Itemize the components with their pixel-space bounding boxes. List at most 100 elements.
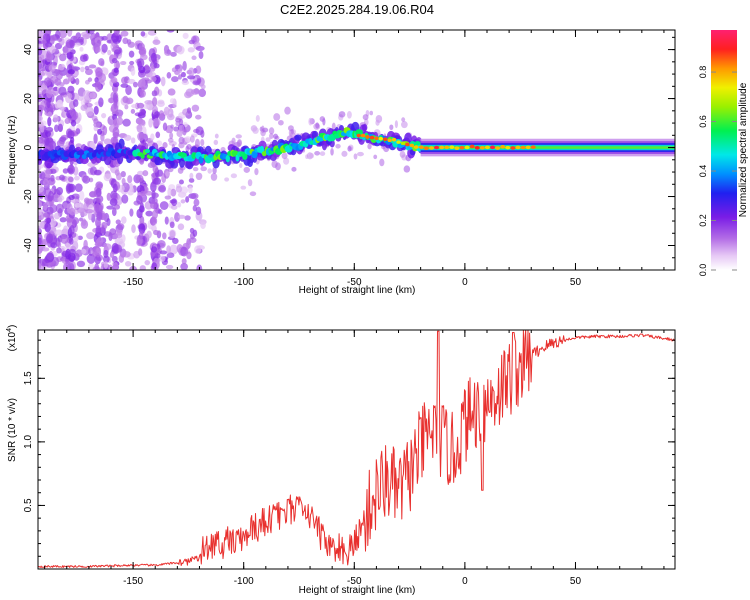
- spectrogram-noise-blob: [93, 105, 99, 115]
- spectrogram-tone-peak: [413, 145, 419, 149]
- spectrogram-noise-blob: [46, 252, 54, 263]
- spectrogram-noise-blob: [367, 143, 372, 150]
- snr-panel: -150 -100 -50 0 50 0.5 1.0 1.5 Height of strai…: [6, 325, 676, 596]
- snr-scale-base: (x10: [7, 331, 18, 351]
- spectrogram-tone-peak: [396, 140, 401, 144]
- spectrogram-panel: -150 -100 -50 0 50 -40 -20 0 20 40 Height of str…: [7, 29, 676, 296]
- spectrogram-noise-blob: [81, 218, 87, 226]
- spectrogram-noise-blob: [235, 134, 242, 139]
- spectrogram-noise-blob: [150, 76, 157, 83]
- spectrogram-noise-blob: [281, 152, 288, 160]
- spectrogram-noise-blob: [186, 107, 192, 114]
- spectrogram-noise-blob: [96, 247, 101, 253]
- spectrogram-noise-blob: [85, 106, 94, 117]
- spectrogram-ridge-core: [242, 152, 248, 160]
- spectrogram-noise-blob: [83, 239, 88, 250]
- spectrogram-noise-blob: [184, 136, 192, 143]
- spectrogram-noise-blob: [107, 49, 112, 56]
- spectrogram-noise-blob: [182, 60, 187, 71]
- spectrogram-noise-blob: [192, 205, 198, 212]
- spectrogram-noise-blob: [112, 118, 118, 126]
- spectrogram-noise-blob: [188, 178, 195, 183]
- spectrogram-noise-blob: [125, 97, 134, 105]
- spectrogram-tone-peak: [439, 145, 445, 150]
- spectrogram-noise-blob: [75, 78, 80, 86]
- spectrogram-noise-blob: [95, 217, 101, 228]
- snr-scale-suffix: ): [7, 325, 18, 328]
- spectrogram-noise-blob: [247, 179, 253, 187]
- spectrogram-noise-blob: [43, 77, 52, 87]
- spectrogram-noise-blob: [88, 262, 94, 270]
- spectrogram-noise-blob: [110, 77, 118, 84]
- spectrogram-noise-blob: [82, 175, 91, 184]
- spectrogram-noise-blob: [128, 50, 135, 58]
- spectrogram-tone-peak: [423, 146, 429, 151]
- spectrogram-tone-peak: [387, 138, 392, 143]
- spectrogram-noise-blob: [147, 30, 157, 36]
- spectrogram-ridge-core: [114, 152, 123, 158]
- spectrogram-noise-blob: [43, 70, 53, 77]
- spectrogram-noise-blob: [129, 208, 134, 217]
- spectrogram-noise-blob: [86, 30, 95, 35]
- spectrogram-tone-peak: [444, 145, 450, 150]
- spectrogram-noise-blob: [142, 103, 150, 110]
- spectrogram-noise-blob: [170, 124, 174, 129]
- spectrogram-ridge-core: [198, 156, 204, 164]
- spectrogram-noise-blob: [314, 151, 321, 156]
- spectrogram-noise-blob: [59, 174, 65, 181]
- spectrogram-y-tick-label: -40: [23, 238, 34, 253]
- spectrogram-noise-blob: [231, 137, 236, 145]
- spectrogram-noise-blob: [121, 177, 126, 185]
- spectrogram-noise-blob: [175, 185, 183, 193]
- spectrogram-noise-blob: [66, 51, 73, 60]
- spectrogram-noise-blob: [137, 119, 146, 126]
- spectrogram-noise-blob: [182, 32, 189, 39]
- spectrogram-noise-blob: [48, 64, 56, 72]
- spectrogram-noise-blob: [174, 64, 181, 70]
- spectrogram-blobs: [38, 30, 675, 270]
- spectrogram-noise-blob: [52, 114, 59, 123]
- spectrogram-noise-blob: [140, 31, 146, 37]
- spectrogram-noise-blob: [254, 168, 259, 176]
- spectrogram-noise-blob: [38, 196, 41, 204]
- spectrogram-noise-blob: [341, 150, 348, 157]
- spectrogram-noise-blob: [212, 166, 217, 174]
- spectrogram-noise-blob: [45, 126, 54, 133]
- spectrogram-noise-blob: [127, 78, 136, 84]
- spectrogram-noise-blob: [70, 136, 75, 144]
- spectrogram-noise-blob: [185, 145, 190, 153]
- spectrogram-noise-blob: [113, 204, 121, 210]
- spectrogram-noise-blob: [140, 190, 146, 197]
- spectrogram-noise-blob: [375, 119, 380, 126]
- spectrogram-tone-peak: [434, 145, 440, 150]
- spectrogram-tone-peak: [449, 145, 455, 149]
- spectrogram-noise-blob: [188, 39, 196, 45]
- spectrogram-noise-blob: [121, 194, 129, 204]
- snr-y-axis: 0.5 1.0 1.5: [23, 339, 675, 557]
- spectrogram-noise-blob: [171, 76, 179, 83]
- spectrogram-noise-blob: [189, 227, 195, 234]
- spectrogram-noise-blob: [115, 219, 121, 225]
- spectrogram-noise-blob: [180, 71, 186, 78]
- spectrogram-noise-blob: [55, 71, 63, 80]
- spectrogram-noise-blob: [166, 245, 171, 254]
- spectrogram-noise-blob: [139, 78, 146, 89]
- spectrogram-noise-blob: [166, 252, 175, 259]
- spectrogram-noise-blob: [180, 246, 189, 257]
- spectrogram-tone-peak: [400, 141, 406, 146]
- spectrogram-noise-blob: [138, 248, 143, 256]
- snr-x-axis: -150 -100 -50 0 50: [44, 330, 665, 587]
- spectrogram-noise-blob: [38, 120, 44, 128]
- spectrogram-noise-blob: [214, 133, 219, 139]
- spectrogram-y-tick-label: 0: [23, 144, 34, 150]
- spectrogram-ridge-envelope: [361, 123, 368, 131]
- spectrogram-noise-blob: [66, 30, 73, 37]
- spectrogram-noise-blob: [80, 66, 85, 73]
- spectrogram-noise-blob: [180, 199, 186, 204]
- colorbar: 0.0 0.2 0.4 0.6 0.8 Normalized spectral ampl…: [698, 30, 749, 276]
- spectrogram-noise-blob: [195, 45, 205, 52]
- spectrogram-noise-blob: [139, 265, 146, 270]
- spectrogram-noise-blob: [67, 76, 74, 82]
- spectrogram-noise-blob: [262, 127, 269, 133]
- spectrogram-noise-blob: [308, 117, 313, 126]
